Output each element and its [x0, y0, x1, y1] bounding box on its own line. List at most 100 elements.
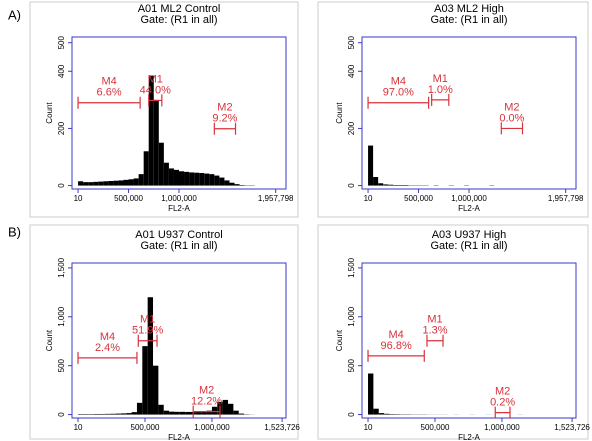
histogram-bar [239, 185, 245, 186]
y-tick-label: 1,000 [347, 306, 356, 327]
histogram-bar [222, 399, 229, 415]
chart-subtitle: Gate: (R1 in all) [430, 240, 507, 252]
histogram-bar [388, 184, 394, 186]
y-tick-label: 500 [347, 35, 356, 49]
x-axis-label: FL2-A [168, 204, 190, 213]
x-tick-label: 500,000 [131, 423, 160, 432]
y-tick-label: 500 [57, 358, 66, 372]
histogram-bar [224, 180, 230, 186]
x-tick-label: 500,000 [404, 194, 433, 203]
histogram-bar [115, 413, 121, 415]
histogram-bar [158, 142, 164, 186]
histogram-bar [168, 168, 174, 186]
y-tick-label: 0 [57, 412, 66, 417]
histogram-bar [189, 172, 195, 186]
histogram-bar [126, 413, 132, 415]
histogram-bar [179, 171, 185, 186]
y-tick-label: 1,000 [57, 306, 66, 327]
chart-title: A03 ML2 High [434, 3, 504, 15]
plot-frame [71, 36, 287, 190]
histogram-bar [201, 411, 207, 415]
x-tick-label: 10 [364, 423, 373, 432]
y-tick-label: 1,500 [347, 257, 356, 278]
histogram-bar [147, 297, 154, 415]
histogram-bar [398, 185, 404, 186]
chart-title: A01 ML2 Control [138, 3, 221, 15]
histogram-bar [194, 172, 200, 186]
histogram-bar [143, 151, 149, 186]
y-axis-label: Count [335, 102, 344, 124]
histogram-bar [136, 402, 143, 415]
histogram-bar [131, 412, 137, 415]
x-tick-label: 500,000 [114, 194, 143, 203]
histogram-bar [378, 183, 384, 186]
marker-name: M2 [199, 385, 214, 397]
histogram-bar [158, 404, 164, 415]
histogram-bar [118, 180, 124, 186]
histogram-bar [142, 346, 148, 415]
histogram-bar [368, 373, 374, 415]
marker-range [431, 93, 450, 106]
histogram-bar [209, 174, 215, 186]
plot-frame [71, 262, 287, 419]
histogram-bar [195, 411, 202, 415]
y-axis-label: Count [45, 329, 54, 351]
y-tick-label: 500 [57, 35, 66, 49]
marker-percent: 44.0% [140, 84, 171, 96]
chart-title: A01 U937 Control [135, 229, 222, 241]
marker-range [494, 406, 511, 419]
y-axis-label: Count [45, 102, 54, 124]
marker-range [426, 334, 444, 347]
panel-frame [29, 1, 299, 218]
x-axis-label: FL2-A [168, 433, 190, 441]
marker-range [213, 122, 237, 135]
marker-percent: 1.0% [428, 84, 453, 96]
x-tick-label: 10 [364, 194, 373, 203]
marker-range [77, 96, 141, 109]
chart-subtitle: Gate: (R1 in all) [140, 14, 217, 26]
marker-percent: 9.2% [212, 113, 237, 125]
histogram-bar [128, 179, 134, 186]
y-tick-label: 200 [347, 121, 356, 135]
x-tick-label: 1,523,726 [264, 423, 300, 432]
panel-frame [317, 1, 589, 218]
histogram-bar [184, 171, 190, 186]
histogram-bar [383, 184, 389, 186]
chart-subtitle: Gate: (R1 in all) [430, 14, 507, 26]
histogram-bar [133, 178, 139, 186]
marker-name: M4 [389, 329, 404, 341]
histogram-bar [148, 75, 154, 186]
marker-name: M1 [140, 314, 155, 326]
histogram-bar [219, 177, 225, 186]
marker-percent: 2.4% [95, 342, 120, 354]
x-tick-label: 500,000 [421, 423, 450, 432]
marker-range [367, 349, 425, 362]
panel-label: B) [8, 224, 21, 239]
histogram-bar [373, 408, 379, 415]
marker-name: M4 [391, 76, 406, 88]
histogram-bar [185, 411, 191, 415]
histogram-bar [179, 411, 186, 415]
y-tick-label: 500 [347, 358, 356, 372]
marker-range [367, 96, 430, 109]
histogram-bar [373, 177, 379, 186]
x-axis-label: FL2-A [458, 433, 480, 441]
marker-range [192, 405, 221, 418]
marker-percent: 96.8% [381, 340, 412, 352]
x-tick-label: 1,523,726 [554, 423, 590, 432]
marker-name: M1 [433, 73, 448, 85]
y-tick-label: 0 [57, 183, 66, 188]
histogram-bar [233, 410, 239, 415]
x-tick-label: 10 [74, 423, 83, 432]
plot-frame [361, 262, 577, 419]
histogram-bar [403, 185, 409, 186]
histogram-bar [229, 182, 235, 186]
marker-range [137, 334, 158, 347]
marker-name: M1 [427, 314, 442, 326]
y-tick-label: 0 [347, 412, 356, 417]
y-tick-label: 200 [57, 121, 66, 135]
histogram-bar [214, 175, 220, 186]
histogram-bar [103, 181, 109, 186]
histogram-bar [174, 411, 180, 415]
